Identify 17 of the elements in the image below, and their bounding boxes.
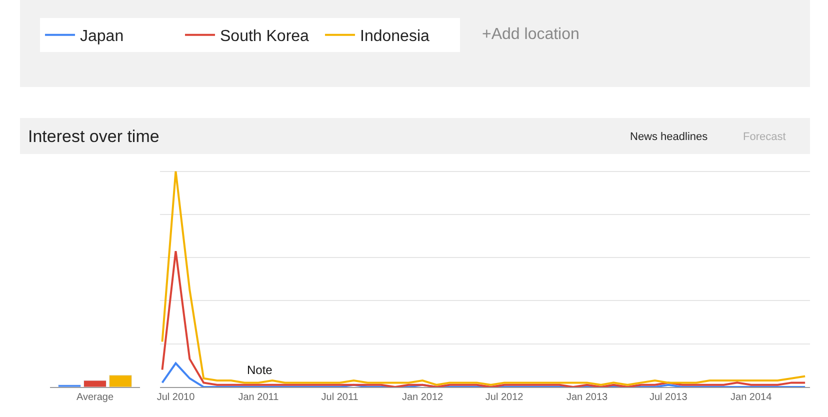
x-tick-label: Average [76, 392, 114, 403]
legend-label: Japan [80, 28, 124, 46]
x-tick-label: Jul 2013 [649, 392, 688, 403]
x-tick-label: Jan 2014 [730, 392, 772, 403]
annotation: Note [247, 363, 273, 377]
chart-title: Interest over time [28, 126, 160, 146]
x-tick-label: Jan 2011 [238, 392, 280, 403]
x-tick-label: Jul 2010 [156, 392, 196, 403]
x-tick-label: Jul 2011 [321, 392, 359, 403]
text: Forecast [743, 131, 786, 143]
text: News headlines [630, 131, 708, 143]
x-tick-label: Jul 2012 [485, 392, 524, 403]
legend-label: South Korea [220, 28, 310, 46]
text: +Add location [482, 26, 580, 43]
legend-label: Indonesia [360, 28, 430, 46]
x-tick-label: Jan 2013 [566, 392, 608, 403]
x-tick-label: Jan 2012 [402, 392, 444, 403]
